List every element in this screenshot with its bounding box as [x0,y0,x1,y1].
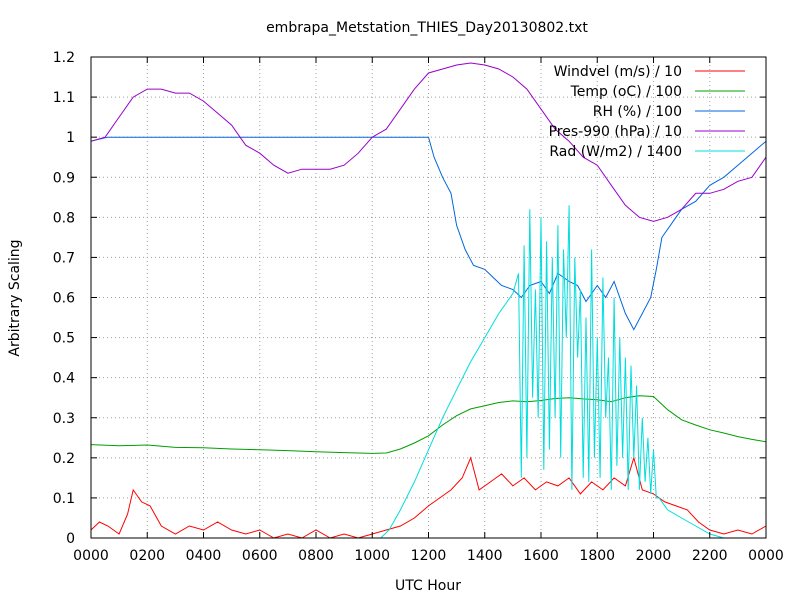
y-tick-label: 0.1 [53,491,75,507]
y-tick-label: 0.4 [53,371,75,387]
x-tick-label: 0600 [242,548,278,564]
series-line-4 [90,62,767,222]
x-axis-label: UTC Hour [395,578,461,594]
y-tick-label: 0.7 [53,250,75,266]
chart-title: embrapa_Metstation_THIES_Day20130802.txt [266,20,588,36]
x-tick-label: 1600 [523,548,559,564]
x-tick-label: 1400 [467,548,503,564]
y-tick-label: 0.3 [53,411,75,427]
y-tick-label: 1 [66,130,75,146]
legend: Windvel (m/s) / 10 Temp (oC) / 100 RH (%) … [549,64,745,160]
x-tick-label: 2200 [692,548,728,564]
x-tick-label: 1000 [354,548,390,564]
y-tick-label: 1.2 [53,50,75,66]
y-tick-label: 0.6 [53,291,75,307]
series-line-1 [90,455,767,539]
x-tick-label: 0800 [298,548,334,564]
y-tick-label: 0.9 [53,170,75,186]
x-tick-label: 2000 [636,548,672,564]
x-tick-label: 0000 [73,548,109,564]
legend-label: Pres-990 (hPa) / 10 [549,124,682,140]
legend-label: Windvel (m/s) / 10 [554,64,682,80]
legend-label: Rad (W/m2) / 1400 [549,144,682,160]
legend-label: RH (%) / 100 [593,104,682,120]
axis-ticks: 0000 0200 0400 0600 0800 1000 1200 1400 1600 1800… [53,50,784,564]
y-tick-label: 0.5 [53,331,75,347]
y-tick-label: 1.1 [53,90,75,106]
legend-label: Temp (oC) / 100 [570,84,682,100]
x-tick-label: 0400 [186,548,222,564]
series-layer [90,62,767,539]
x-tick-label: 1800 [579,548,615,564]
x-tick-label: 0200 [129,548,165,564]
series-line-3 [90,136,767,331]
x-tick-label: 0000 [748,548,784,564]
y-tick-label: 0 [66,531,75,547]
y-axis-label: Arbitrary Scaling [7,239,23,356]
x-tick-label: 1200 [411,548,447,564]
y-tick-label: 0.2 [53,451,75,467]
series-line-5 [91,205,766,539]
y-tick-label: 0.8 [53,210,75,226]
series-line-2 [90,395,767,454]
